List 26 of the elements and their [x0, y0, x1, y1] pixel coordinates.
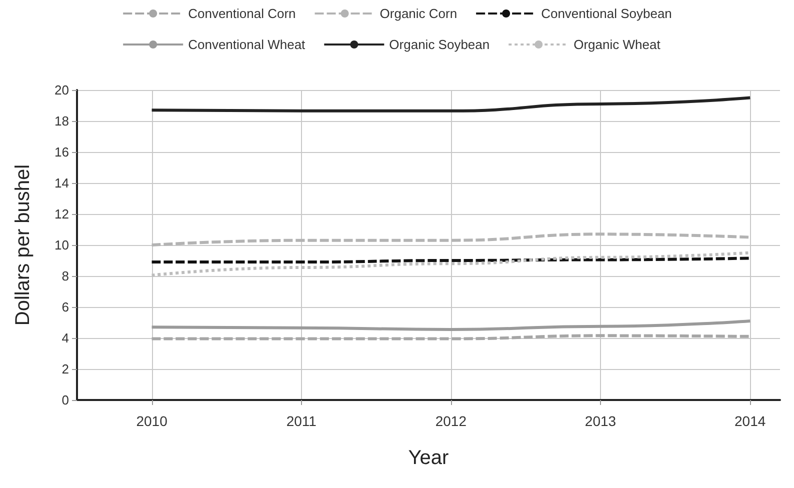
line-series — [150, 96, 752, 112]
y-tick-label: 18 — [54, 114, 69, 128]
y-tick-label: 6 — [62, 300, 69, 314]
legend-label: Organic Corn — [380, 6, 458, 21]
x-tick-label: 2013 — [584, 413, 616, 429]
x-tick-label: 2014 — [734, 413, 766, 429]
y-tick-label: 8 — [62, 268, 69, 284]
y-tick-label: 10 — [54, 238, 69, 252]
legend-label: Conventional Soybean — [541, 6, 672, 21]
x-tick-label: 2010 — [136, 413, 168, 429]
y-axis-title: Dollars per bushel — [12, 164, 34, 326]
legend-label: Conventional Wheat — [188, 37, 306, 52]
legend-label: Organic Wheat — [574, 37, 661, 52]
y-tick-label: 12 — [54, 206, 69, 222]
x-axis-title: Year — [408, 447, 450, 469]
y-tick-label: 2 — [62, 362, 69, 376]
x-tick-label: 2011 — [286, 413, 317, 429]
legend-label: Conventional Corn — [188, 6, 296, 21]
x-tick-label: 2012 — [435, 413, 467, 429]
y-tick-label: 0 — [62, 392, 69, 408]
legend-label: Organic Soybean — [389, 37, 490, 52]
y-tick-label: 16 — [54, 144, 69, 160]
y-tick-label: 4 — [62, 330, 69, 346]
y-tick-label: 14 — [54, 176, 69, 190]
line-series — [150, 319, 752, 331]
y-tick-label: 20 — [54, 82, 69, 98]
